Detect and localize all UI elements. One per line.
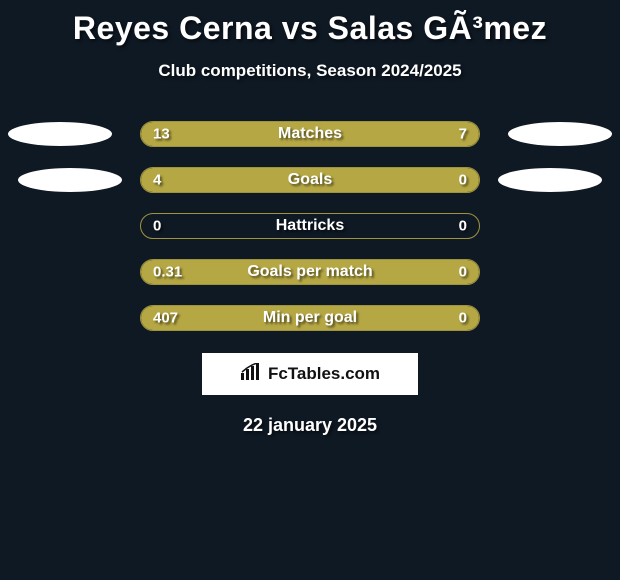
logo-text: FcTables.com [268,364,380,384]
value-left: 0 [153,218,161,235]
bar-track: 137Matches [140,121,480,147]
comparison-row: 4070Min per goal [0,305,620,331]
bar-track: 4070Min per goal [140,305,480,331]
bar-fill-right [361,122,479,146]
bar-fill-full [141,306,479,330]
comparison-row: 0.310Goals per match [0,259,620,285]
bar-label: Hattricks [141,217,479,235]
bar-fill-left [141,122,361,146]
comparison-rows: 137Matches 40Goals 0 0Hattricks 0.310Goals p… [0,121,620,331]
page-title: Reyes Cerna vs Salas GÃ³mez [0,0,620,47]
decor-ellipse-right [498,168,602,192]
chart-icon [240,363,262,386]
subtitle: Club competitions, Season 2024/2025 [0,61,620,81]
value-right: 0 [459,218,467,235]
decor-ellipse-left [18,168,122,192]
bar-track: 40Goals [140,167,480,193]
decor-ellipse-right [508,122,612,146]
logo-box: FcTables.com [202,353,418,395]
bar-fill-right [401,168,479,192]
bar-track: 0.310Goals per match [140,259,480,285]
decor-ellipse-left [8,122,112,146]
comparison-row: 137Matches [0,121,620,147]
comparison-row: 0 0Hattricks [0,213,620,239]
bar-fill-left [141,168,401,192]
comparison-row: 40Goals [0,167,620,193]
bar-track: 0 0Hattricks [140,213,480,239]
bar-fill-full [141,260,479,284]
date-line: 22 january 2025 [0,415,620,436]
